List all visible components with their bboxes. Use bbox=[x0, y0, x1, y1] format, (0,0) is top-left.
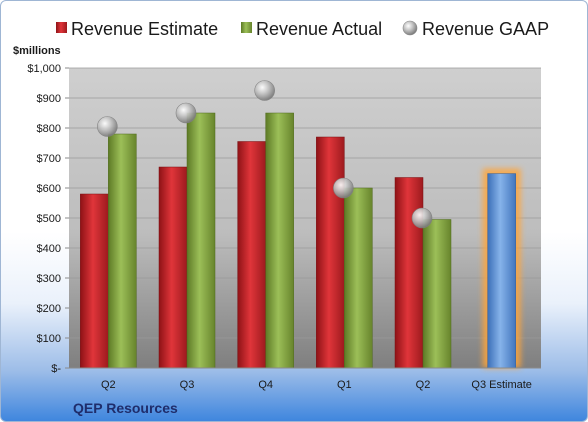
bar-revenue-estimate bbox=[316, 136, 345, 369]
units-label: $millions bbox=[13, 45, 61, 57]
y-tick-label: $400 bbox=[37, 243, 61, 255]
gridlines bbox=[69, 67, 541, 339]
bar-q3-estimate bbox=[487, 173, 516, 369]
x-tick-label: Q3 bbox=[180, 379, 195, 391]
legend-marker-revenue-gaap bbox=[402, 20, 418, 36]
marker-revenue-gaap bbox=[254, 80, 275, 101]
y-axis: $- $100 $200 $300 $400 $500 $600 $700 $800 $900 $1… bbox=[27, 63, 69, 375]
y-tick-label: $300 bbox=[37, 273, 61, 285]
y-tick-label: $700 bbox=[37, 153, 61, 165]
legend-label-revenue-estimate: Revenue Estimate bbox=[71, 19, 218, 39]
x-tick-label: Q2 bbox=[416, 379, 431, 391]
x-tick-label: Q1 bbox=[337, 379, 352, 391]
x-tick-label: Q3 Estimate bbox=[471, 379, 532, 391]
bar-revenue-estimate bbox=[158, 166, 188, 369]
y-tick-label: $100 bbox=[37, 333, 61, 345]
x-tick-label: Q4 bbox=[258, 379, 273, 391]
y-tick-label: $1,000 bbox=[27, 63, 61, 75]
y-tick-label: $600 bbox=[37, 183, 61, 195]
bar-revenue-actual bbox=[344, 187, 373, 369]
bar-revenue-estimate bbox=[80, 193, 109, 369]
y-tick-label: $900 bbox=[37, 93, 61, 105]
bar-revenue-actual bbox=[108, 133, 137, 369]
y-tick-label: $200 bbox=[37, 303, 61, 315]
bar-revenue-actual bbox=[422, 219, 452, 369]
marker-revenue-gaap bbox=[411, 207, 433, 229]
legend-swatch-revenue-estimate bbox=[56, 22, 67, 33]
bar-revenue-estimate bbox=[237, 141, 266, 369]
bar-revenue-actual bbox=[265, 112, 294, 369]
legend-label-revenue-actual: Revenue Actual bbox=[256, 19, 382, 39]
y-tick-label: $500 bbox=[37, 213, 61, 225]
legend-label-revenue-gaap: Revenue GAAP bbox=[422, 19, 549, 39]
bar-revenue-estimate bbox=[394, 177, 424, 369]
marker-revenue-gaap bbox=[175, 102, 197, 124]
bar-revenue-actual bbox=[186, 112, 216, 369]
y-tick-label: $- bbox=[51, 363, 61, 375]
x-tick-label: Q2 bbox=[101, 379, 116, 391]
company-name: QEP Resources bbox=[73, 400, 178, 416]
bars bbox=[80, 112, 521, 369]
marker-revenue-gaap bbox=[97, 116, 118, 137]
y-tick-label: $800 bbox=[37, 123, 61, 135]
legend-swatch-revenue-actual bbox=[241, 22, 252, 33]
marker-revenue-gaap bbox=[333, 177, 354, 199]
x-axis: Q2 Q3 Q4 Q1 Q2 Q3 Estimate bbox=[101, 379, 532, 391]
gaap-markers bbox=[97, 80, 433, 229]
